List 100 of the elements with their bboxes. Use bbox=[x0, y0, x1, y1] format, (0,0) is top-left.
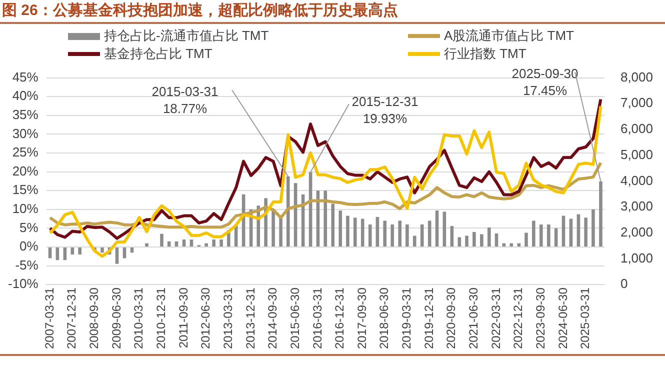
bar bbox=[412, 236, 416, 247]
x-tick-label: 2017-09-30 bbox=[354, 287, 369, 350]
x-tick-label: 2015-06-30 bbox=[288, 287, 302, 350]
bar bbox=[204, 243, 208, 247]
x-tick-label: 2010-12-31 bbox=[154, 287, 168, 350]
bar bbox=[160, 234, 164, 247]
x-tick-label: 2019-12-31 bbox=[422, 287, 436, 350]
bar bbox=[592, 209, 595, 247]
bar bbox=[353, 218, 357, 247]
x-tick-label: 2009-06-30 bbox=[109, 287, 124, 350]
bar bbox=[360, 218, 364, 247]
chart-title: 图 26：公募基金科技抱团加速，超配比例略低于历史最高点 bbox=[0, 0, 665, 24]
x-tick-label: 2016-03-31 bbox=[310, 287, 324, 350]
bar bbox=[115, 248, 119, 264]
bar bbox=[554, 228, 558, 247]
bar bbox=[182, 239, 186, 247]
bar bbox=[480, 234, 484, 247]
bar bbox=[190, 239, 194, 247]
bar bbox=[272, 209, 275, 247]
bar bbox=[458, 237, 462, 247]
bar bbox=[324, 190, 328, 247]
y-tick-label: 30% bbox=[12, 126, 39, 141]
bar bbox=[56, 248, 60, 260]
bar bbox=[78, 248, 82, 255]
legend-label: 行业指数 TMT bbox=[444, 45, 526, 63]
bar bbox=[442, 212, 446, 247]
y2-tick-label: 2,000 bbox=[620, 224, 654, 240]
x-tick-label: 2019-03-31 bbox=[399, 287, 414, 350]
y-tick-label: 45% bbox=[12, 69, 39, 84]
bar bbox=[420, 224, 424, 247]
y-tick-label: 10% bbox=[12, 200, 39, 216]
x-tick-label: 2014-09-30 bbox=[266, 287, 280, 350]
annotation: 2015-03-31 18.77% bbox=[152, 84, 218, 116]
bar bbox=[338, 210, 342, 247]
y2-tick-label: 5,000 bbox=[620, 146, 654, 162]
x-tick-label: 2007-03-31 bbox=[42, 287, 56, 350]
bar bbox=[145, 243, 148, 247]
bar bbox=[376, 216, 380, 247]
bar bbox=[584, 218, 588, 247]
bar bbox=[48, 248, 52, 258]
y2-tick-label: 1,000 bbox=[620, 250, 654, 266]
bar bbox=[122, 248, 126, 258]
y2-tick-label: 8,000 bbox=[620, 69, 654, 84]
x-tick-label: 2024-06-30 bbox=[556, 287, 570, 350]
bar bbox=[406, 224, 409, 247]
bar bbox=[524, 232, 528, 247]
annotation: 2025-09-30 17.45% bbox=[512, 66, 578, 98]
x-tick-label: 2013-03-31 bbox=[220, 287, 235, 350]
x-tick-label: 2018-06-30 bbox=[377, 287, 392, 350]
x-tick-label: 2022-12-31 bbox=[511, 287, 526, 350]
x-tick-label: 2008-09-30 bbox=[87, 287, 102, 350]
y-tick-label: 25% bbox=[12, 144, 39, 160]
x-tick-label: 2023-09-30 bbox=[533, 287, 548, 350]
bar bbox=[599, 181, 602, 247]
y2-tick-label: 0 bbox=[620, 276, 628, 292]
annotation: 2015-12-31 19.93% bbox=[352, 94, 418, 126]
y-tick-label: 40% bbox=[12, 88, 39, 104]
legend-label: A股流通市值占比 TMT bbox=[444, 27, 574, 45]
y-tick-label: 15% bbox=[12, 182, 39, 198]
bar bbox=[569, 218, 573, 247]
bar bbox=[100, 248, 104, 253]
y-tick-label: 35% bbox=[12, 106, 39, 122]
bar bbox=[279, 216, 282, 247]
y2-tick-label: 4,000 bbox=[620, 172, 654, 188]
bar bbox=[368, 224, 372, 247]
y-tick-label: -10% bbox=[8, 276, 39, 292]
bar bbox=[398, 220, 402, 247]
x-tick-label: 2022-03-31 bbox=[488, 287, 503, 350]
x-tick-label: 2020-09-30 bbox=[444, 287, 458, 350]
bar bbox=[532, 220, 536, 247]
bar bbox=[220, 239, 223, 247]
bar bbox=[383, 220, 387, 247]
bar bbox=[494, 233, 498, 247]
bar bbox=[63, 248, 67, 260]
legend-label: 基金持仓占比 TMT bbox=[104, 45, 212, 63]
x-tick-label: 2012-06-30 bbox=[198, 287, 213, 350]
bar bbox=[488, 227, 491, 247]
y-tick-label: 20% bbox=[12, 163, 39, 178]
bar bbox=[435, 210, 439, 247]
x-tick-label: 2010-03-31 bbox=[132, 287, 146, 350]
bar bbox=[540, 224, 543, 247]
legend-label: 持仓占比-流通市值占比 TMT bbox=[104, 27, 269, 45]
y-tick-label: -5% bbox=[15, 257, 39, 272]
bar bbox=[472, 232, 476, 247]
x-tick-label: 2013-12-31 bbox=[243, 287, 258, 350]
bar bbox=[346, 216, 350, 247]
bar bbox=[450, 226, 454, 247]
bar bbox=[562, 216, 566, 247]
x-tick-label: 2011-09-30 bbox=[176, 287, 190, 348]
x-tick-label: 2021-06-30 bbox=[466, 287, 480, 350]
bar bbox=[331, 204, 335, 247]
bar bbox=[428, 220, 432, 247]
bar bbox=[212, 239, 216, 247]
x-tick-label: 2025-03-31 bbox=[578, 287, 592, 350]
y2-tick-label: 3,000 bbox=[620, 198, 654, 214]
y-tick-label: 0% bbox=[20, 238, 39, 254]
bar bbox=[390, 224, 394, 247]
bar bbox=[70, 248, 74, 255]
bar bbox=[576, 214, 580, 247]
bar bbox=[465, 236, 468, 247]
